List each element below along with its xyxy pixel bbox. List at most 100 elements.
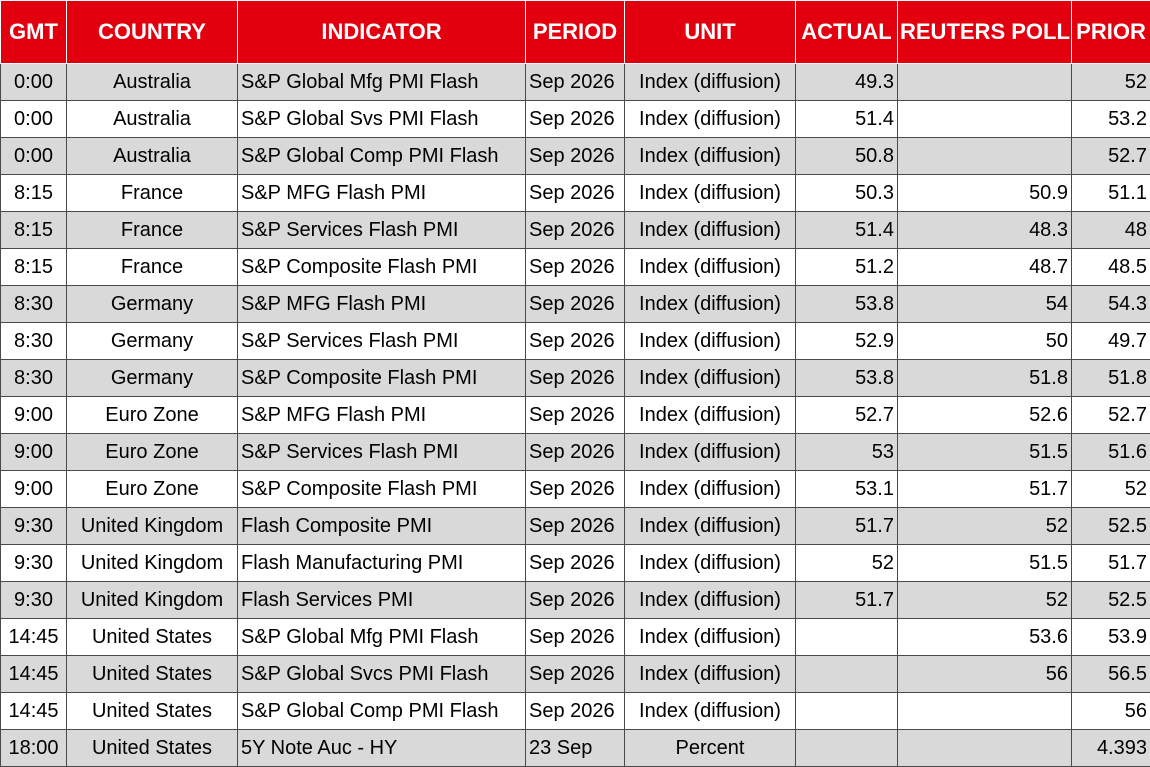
actual-cell: 50.8 <box>796 138 898 175</box>
country-cell: France <box>67 249 238 286</box>
country-cell: Euro Zone <box>67 471 238 508</box>
indicator-cell: S&P MFG Flash PMI <box>238 175 526 212</box>
header-indicator: INDICATOR <box>238 1 526 64</box>
unit-cell: Index (diffusion) <box>625 397 796 434</box>
gmt-cell: 0:00 <box>1 101 67 138</box>
reuters-poll-cell: 56 <box>898 656 1072 693</box>
gmt-cell: 8:30 <box>1 323 67 360</box>
indicator-cell: S&P Global Mfg PMI Flash <box>238 619 526 656</box>
actual-cell: 53 <box>796 434 898 471</box>
country-cell: Australia <box>67 138 238 175</box>
gmt-cell: 8:15 <box>1 175 67 212</box>
actual-cell: 49.3 <box>796 64 898 101</box>
prior-cell: 48 <box>1072 212 1150 249</box>
country-cell: Germany <box>67 323 238 360</box>
period-cell: Sep 2026 <box>526 508 625 545</box>
reuters-poll-cell: 54 <box>898 286 1072 323</box>
header-country: COUNTRY <box>67 1 238 64</box>
gmt-cell: 9:00 <box>1 471 67 508</box>
actual-cell: 51.7 <box>796 582 898 619</box>
indicator-cell: Flash Services PMI <box>238 582 526 619</box>
prior-cell: 4.393 <box>1072 730 1150 767</box>
indicator-cell: S&P MFG Flash PMI <box>238 286 526 323</box>
gmt-cell: 18:00 <box>1 730 67 767</box>
gmt-cell: 9:00 <box>1 397 67 434</box>
actual-cell: 53.8 <box>796 360 898 397</box>
prior-cell: 56.5 <box>1072 656 1150 693</box>
reuters-poll-cell: 53.6 <box>898 619 1072 656</box>
prior-cell: 51.1 <box>1072 175 1150 212</box>
reuters-poll-cell <box>898 64 1072 101</box>
period-cell: Sep 2026 <box>526 101 625 138</box>
actual-cell: 50.3 <box>796 175 898 212</box>
indicator-cell: S&P Composite Flash PMI <box>238 471 526 508</box>
period-cell: Sep 2026 <box>526 212 625 249</box>
country-cell: United Kingdom <box>67 508 238 545</box>
period-cell: Sep 2026 <box>526 175 625 212</box>
indicator-cell: S&P Services Flash PMI <box>238 323 526 360</box>
gmt-cell: 8:15 <box>1 249 67 286</box>
country-cell: United Kingdom <box>67 545 238 582</box>
indicator-cell: S&P Composite Flash PMI <box>238 249 526 286</box>
reuters-poll-cell: 52 <box>898 582 1072 619</box>
reuters-poll-cell: 51.5 <box>898 434 1072 471</box>
reuters-poll-cell: 52 <box>898 508 1072 545</box>
period-cell: Sep 2026 <box>526 693 625 730</box>
actual-cell: 51.4 <box>796 101 898 138</box>
gmt-cell: 14:45 <box>1 693 67 730</box>
gmt-cell: 8:15 <box>1 212 67 249</box>
period-cell: Sep 2026 <box>526 360 625 397</box>
indicator-cell: S&P Global Comp PMI Flash <box>238 693 526 730</box>
unit-cell: Index (diffusion) <box>625 545 796 582</box>
country-cell: United Kingdom <box>67 582 238 619</box>
prior-cell: 52.7 <box>1072 397 1150 434</box>
actual-cell: 51.2 <box>796 249 898 286</box>
actual-cell: 52 <box>796 545 898 582</box>
reuters-poll-cell: 51.7 <box>898 471 1072 508</box>
unit-cell: Index (diffusion) <box>625 619 796 656</box>
unit-cell: Index (diffusion) <box>625 64 796 101</box>
gmt-cell: 9:00 <box>1 434 67 471</box>
indicator-cell: 5Y Note Auc - HY <box>238 730 526 767</box>
indicator-cell: S&P Services Flash PMI <box>238 434 526 471</box>
gmt-cell: 9:30 <box>1 508 67 545</box>
reuters-poll-cell: 50.9 <box>898 175 1072 212</box>
actual-cell: 52.7 <box>796 397 898 434</box>
prior-cell: 49.7 <box>1072 323 1150 360</box>
actual-cell <box>796 693 898 730</box>
period-cell: Sep 2026 <box>526 397 625 434</box>
reuters-poll-cell <box>898 730 1072 767</box>
header-row: GMT COUNTRY INDICATOR PERIOD UNIT ACTUAL… <box>1 1 1150 64</box>
prior-cell: 53.2 <box>1072 101 1150 138</box>
gmt-cell: 0:00 <box>1 138 67 175</box>
gmt-cell: 0:00 <box>1 64 67 101</box>
indicator-cell: S&P Global Svs PMI Flash <box>238 101 526 138</box>
unit-cell: Index (diffusion) <box>625 323 796 360</box>
header-reuters-poll: REUTERS POLL <box>898 1 1072 64</box>
prior-cell: 51.7 <box>1072 545 1150 582</box>
indicator-cell: S&P Composite Flash PMI <box>238 360 526 397</box>
unit-cell: Index (diffusion) <box>625 656 796 693</box>
header-prior: PRIOR <box>1072 1 1150 64</box>
country-cell: France <box>67 212 238 249</box>
header-unit: UNIT <box>625 1 796 64</box>
reuters-poll-cell: 51.5 <box>898 545 1072 582</box>
country-cell: Euro Zone <box>67 397 238 434</box>
period-cell: Sep 2026 <box>526 656 625 693</box>
unit-cell: Percent <box>625 730 796 767</box>
indicator-cell: S&P Services Flash PMI <box>238 212 526 249</box>
unit-cell: Index (diffusion) <box>625 101 796 138</box>
actual-cell <box>796 619 898 656</box>
